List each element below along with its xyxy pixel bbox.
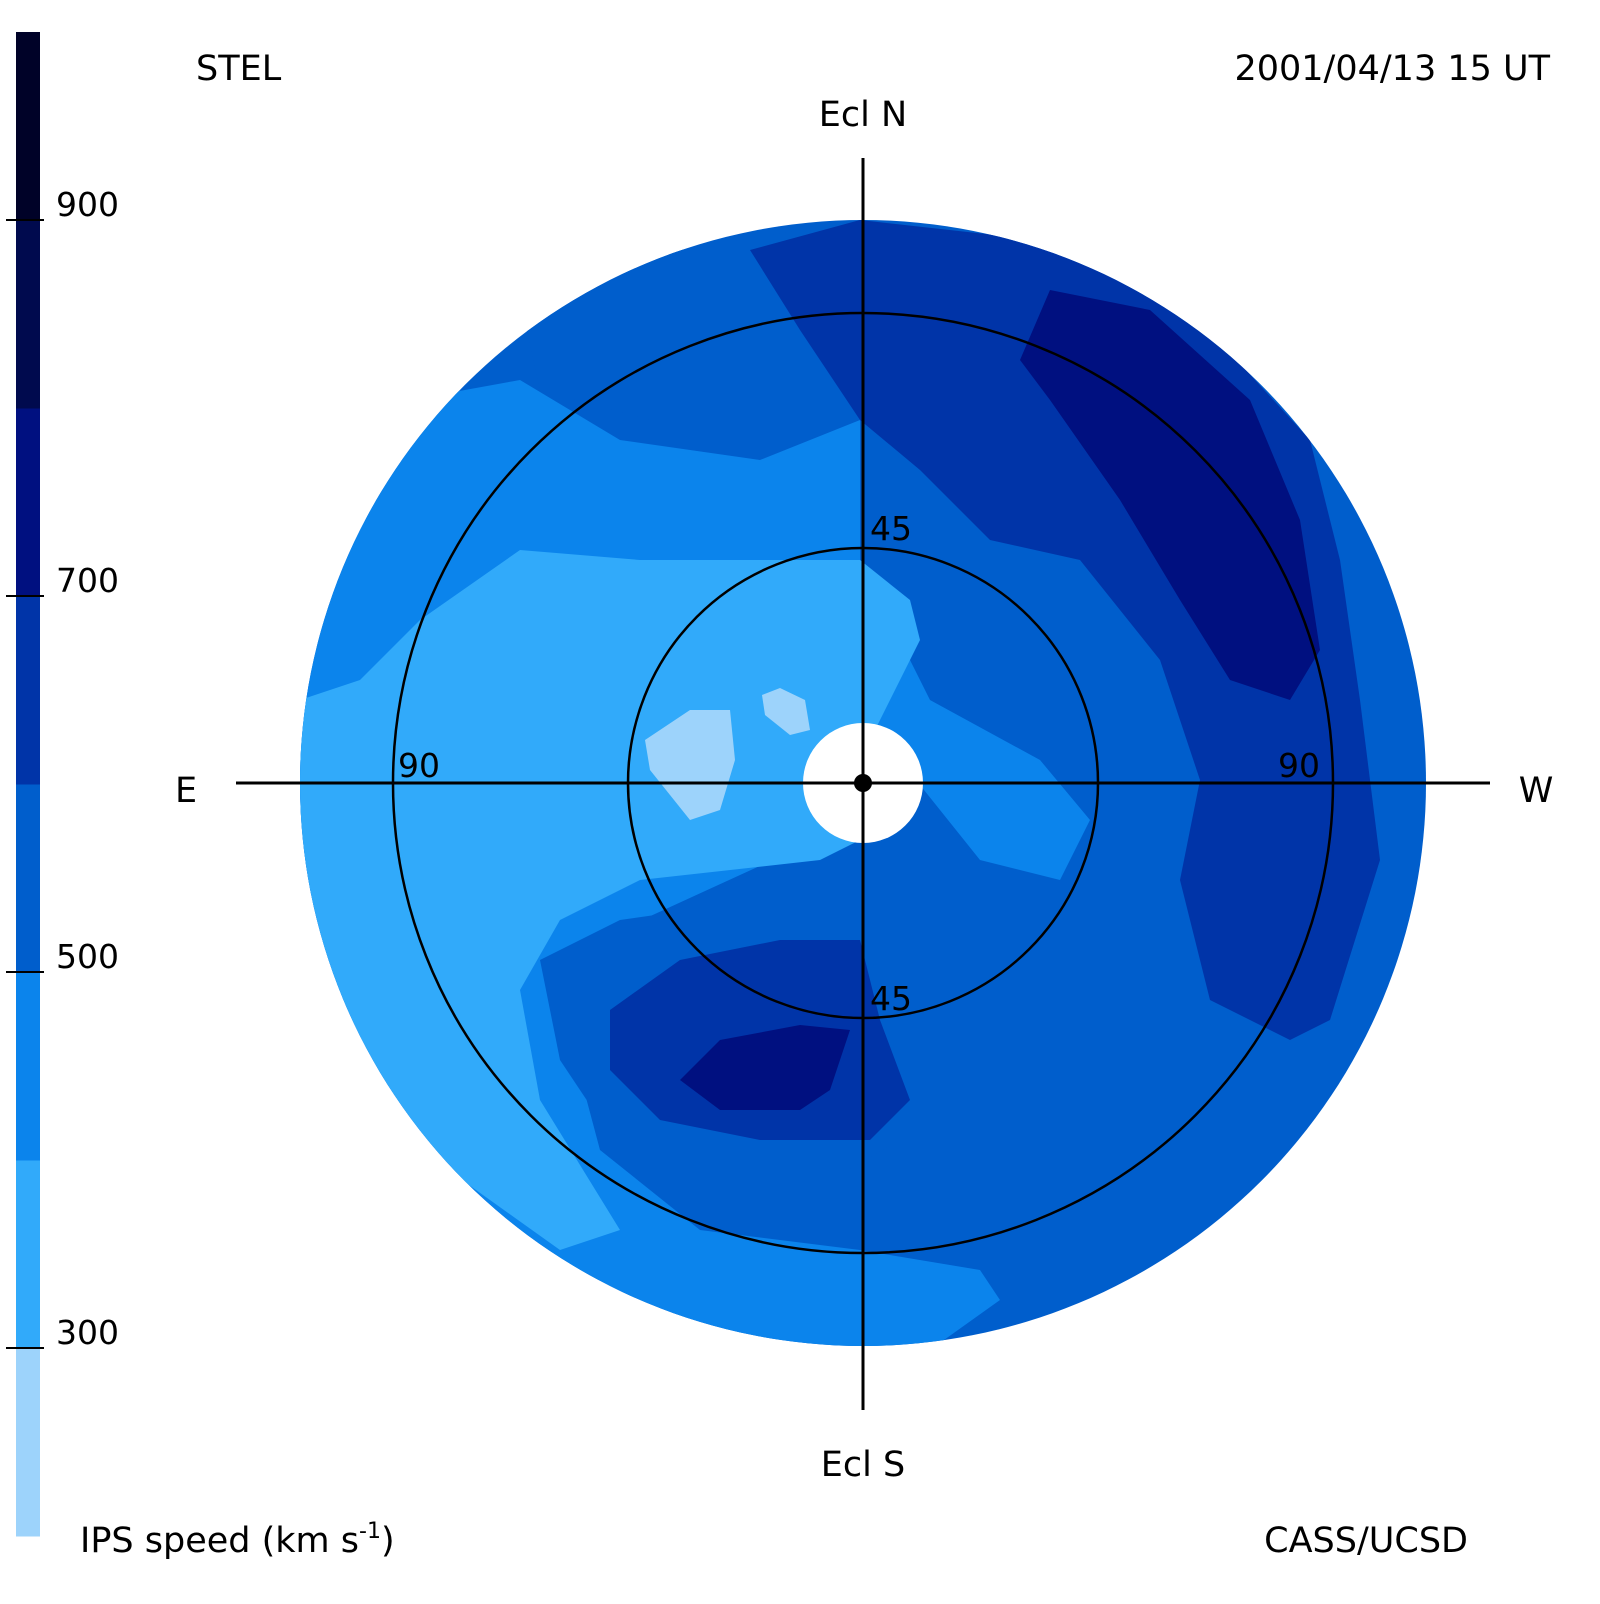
colorbar-level-200: [16, 1348, 40, 1537]
colorbar-level-800: [16, 220, 40, 409]
colorbar-level-600: [16, 596, 40, 785]
map-region-700-northwest: [1020, 290, 1320, 700]
colorbar-title-close: ): [381, 1521, 395, 1561]
colorbar-tick-label-300: 300: [56, 1313, 119, 1352]
sun-center-dot: [854, 774, 872, 792]
header-left-label: STEL: [196, 49, 282, 89]
map-region-200-patch-b: [762, 688, 810, 735]
colorbar: [16, 32, 40, 1537]
colorbar-title-main: IPS speed (km s: [80, 1521, 359, 1561]
colorbar-level-300: [16, 1160, 40, 1349]
colorbar-level-900: [16, 32, 40, 221]
direction-label-ecl-s: Ecl S: [821, 1445, 905, 1485]
ring-label-s45: 45: [870, 979, 912, 1018]
ring-label-n45: 45: [870, 509, 912, 548]
colorbar-tick-label-900: 900: [56, 185, 119, 224]
footer-right-credit: CASS/UCSD: [1264, 1521, 1468, 1561]
direction-label-ecl-n: Ecl N: [819, 95, 907, 135]
map-region-700-southeast: [680, 1025, 850, 1110]
map-region-200-patch-a: [645, 710, 735, 820]
colorbar-tick-label-500: 500: [56, 937, 119, 976]
ring-label-w90: 90: [1278, 746, 1320, 785]
colorbar-level-400: [16, 972, 40, 1161]
direction-label-e: E: [175, 771, 197, 811]
header-right-timestamp: 2001/04/13 15 UT: [1234, 49, 1550, 89]
colorbar-tick-label-700: 700: [56, 561, 119, 600]
map-region-300-east: [300, 550, 920, 1250]
colorbar-title: IPS speed (km s-1): [80, 1519, 395, 1561]
ring-label-e90: 90: [398, 746, 440, 785]
colorbar-title-sup: -1: [359, 1519, 381, 1544]
colorbar-level-500: [16, 784, 40, 973]
direction-label-w: W: [1519, 771, 1554, 811]
colorbar-level-700: [16, 408, 40, 597]
colorbar-ticks: 900 700 500 300: [6, 185, 119, 1352]
